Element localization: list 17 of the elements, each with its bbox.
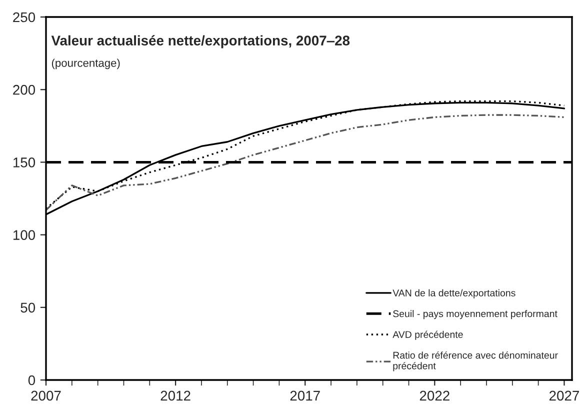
y-tick-label: 50 xyxy=(20,302,36,313)
y-tick-label: 0 xyxy=(28,375,36,386)
text: (pourcentage) xyxy=(52,58,120,70)
legend-label: Seuil - pays moyennement performant xyxy=(393,310,558,320)
text: Valeur actualisée nette/exportations, 2007‒28 xyxy=(51,35,350,48)
x-tick-label: 2007 xyxy=(31,390,61,401)
legend-label: Ratio de référence avec dénominateur précédent xyxy=(393,351,558,372)
legend-label: AVD précédente xyxy=(392,330,463,340)
y-tick-label: 200 xyxy=(13,84,36,95)
y-tick-label: 250 xyxy=(13,12,36,22)
y-tick-label: 100 xyxy=(13,230,36,240)
x-tick-label: 2012 xyxy=(160,390,190,401)
x-tick-label: 2022 xyxy=(420,390,450,401)
x-tick-label: 2017 xyxy=(290,390,320,401)
x-tick-label: 2027 xyxy=(549,390,579,401)
y-tick-label: 150 xyxy=(13,158,36,168)
legend-label: VAN de la dette/exportations xyxy=(392,289,516,298)
